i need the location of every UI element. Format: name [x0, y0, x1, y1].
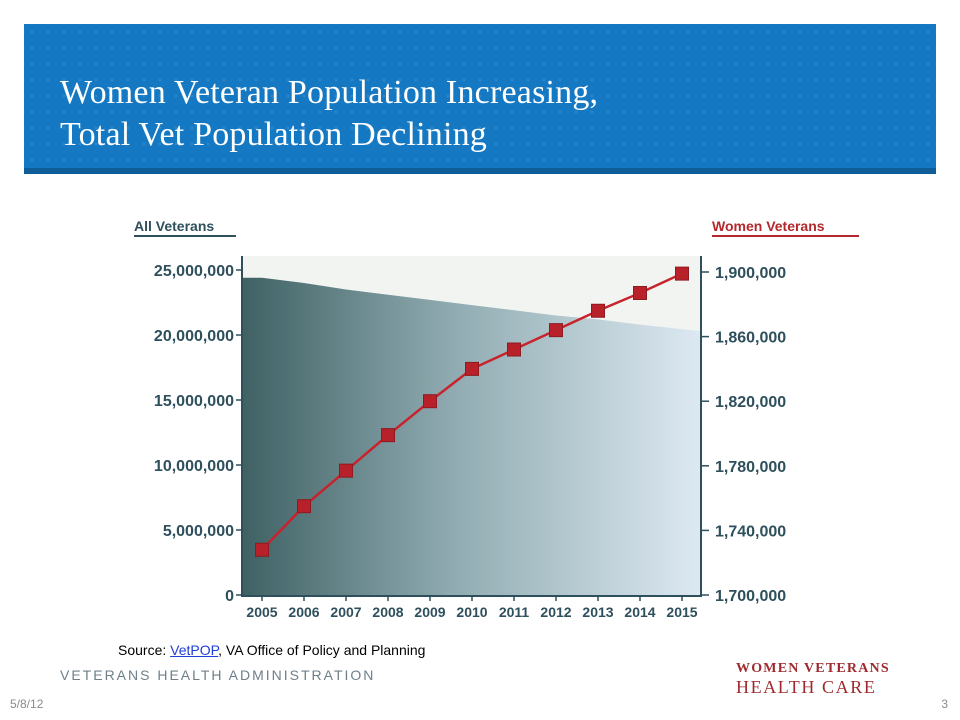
page-number: 3 [941, 697, 948, 711]
right-tick-label: 1,780,000 [715, 459, 786, 476]
x-tick-label: 2005 [246, 604, 277, 620]
x-tick-label: 2010 [456, 604, 487, 620]
organization-name: VETERANS HEALTH ADMINISTRATION [60, 667, 376, 683]
women-veterans-point [675, 266, 689, 281]
source-note: Source: VetPOP, VA Office of Policy and … [118, 642, 425, 658]
title-banner: Women Veteran Population Increasing, Tot… [24, 24, 936, 174]
x-tick-label: 2007 [330, 604, 361, 620]
left-tick-label: 10,000,000 [154, 458, 234, 475]
women-veterans-point [549, 323, 563, 338]
left-tick-label: 0 [225, 588, 234, 605]
left-tick-label: 15,000,000 [154, 393, 234, 410]
x-tick-label: 2011 [499, 604, 530, 620]
logo-line-2: HEALTH CARE [736, 677, 877, 697]
x-tick-label: 2012 [540, 604, 571, 620]
women-veterans-point [507, 342, 521, 357]
x-tick-label: 2006 [288, 604, 319, 620]
right-tick-label: 1,740,000 [715, 523, 786, 540]
all-veterans-area [242, 277, 701, 595]
women-veterans-point [423, 394, 437, 409]
x-tick-label: 2013 [582, 604, 613, 620]
women-veterans-point [255, 542, 269, 557]
slide-title-line-2: Total Vet Population Declining [60, 116, 487, 153]
right-tick-label: 1,900,000 [715, 265, 786, 282]
women-veterans-point [339, 463, 353, 478]
x-tick-label: 2014 [624, 604, 655, 620]
right-tick-label: 1,860,000 [715, 330, 786, 347]
right-axis-title: Women Veterans [712, 218, 825, 234]
veteran-population-chart: 0 5,000,000 10,000,000 15,000,000 20,000,000… [134, 218, 859, 620]
source-prefix: Source: [118, 642, 171, 658]
right-tick-label: 1,820,000 [715, 394, 786, 411]
vetpop-link[interactable]: VetPOP [170, 642, 219, 658]
women-veterans-point [297, 499, 311, 514]
left-tick-label: 25,000,000 [154, 263, 234, 280]
women-veterans-point [465, 361, 479, 376]
women-veterans-point [633, 285, 647, 300]
right-tick-label: 1,700,000 [715, 588, 786, 605]
x-tick-label: 2009 [414, 604, 445, 620]
left-tick-label: 5,000,000 [163, 523, 234, 540]
source-suffix: , VA Office of Policy and Planning [218, 642, 426, 658]
slide-title: Women Veteran Population Increasing, Tot… [60, 72, 598, 156]
left-axis-title: All Veterans [134, 218, 214, 234]
logo-line-1: WOMEN VETERANS [736, 661, 890, 676]
left-tick-label: 20,000,000 [154, 328, 234, 345]
x-tick-label: 2008 [372, 604, 403, 620]
women-veterans-point [381, 428, 395, 443]
slide-title-line-1: Women Veteran Population Increasing, [60, 74, 599, 111]
x-tick-label: 2015 [666, 604, 697, 620]
slide-date: 5/8/12 [10, 697, 44, 711]
women-veterans-point [591, 303, 605, 318]
women-veterans-health-care-logo: WOMEN VETERANS HEALTH CARE [736, 661, 890, 697]
